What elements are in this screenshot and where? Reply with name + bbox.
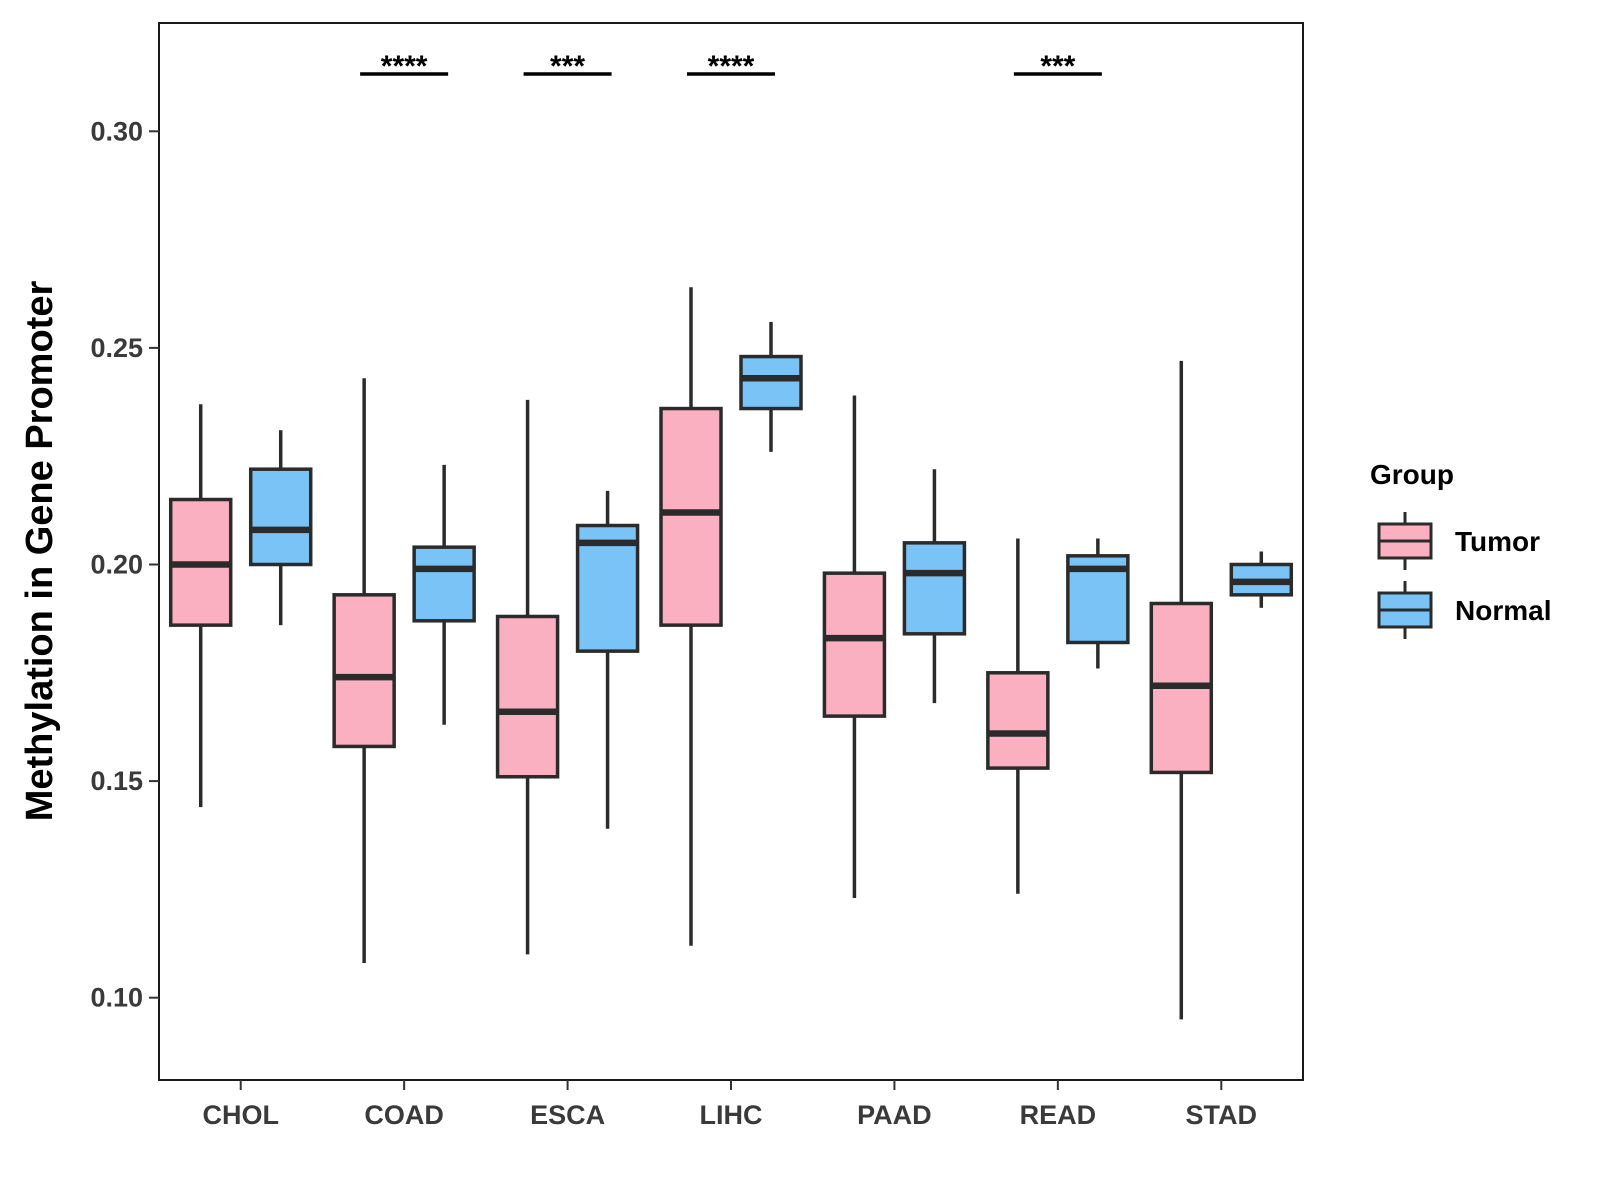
x-tick-label: ESCA	[530, 1100, 605, 1130]
series-normal	[248, 321, 1294, 829]
significance-annotations: **** *** **** ***	[360, 50, 1102, 83]
significance-label: ***	[550, 50, 585, 83]
significance-coad: ****	[360, 50, 449, 83]
box-paad-tumor	[822, 395, 887, 899]
box-chol-tumor	[168, 404, 233, 808]
box-stad-normal	[1229, 551, 1294, 608]
y-axis: 0.10 0.15 0.20 0.25 0.30	[90, 116, 159, 1013]
box-iqr	[822, 571, 887, 718]
box-lihc-normal	[739, 321, 803, 452]
significance-read: ***	[1013, 50, 1102, 83]
significance-label: ****	[381, 50, 428, 83]
box-iqr	[986, 671, 1050, 770]
legend-entry-tumor: Tumor	[1377, 512, 1540, 570]
legend: Group Tumor Normal	[1370, 459, 1551, 639]
box-series	[168, 287, 1294, 1020]
y-tick-label: 0.25	[90, 333, 143, 363]
y-tick-label: 0.30	[90, 116, 143, 146]
x-axis: CHOL COAD ESCA LIHC PAAD READ STAD	[202, 1080, 1257, 1130]
legend-title: Group	[1370, 459, 1454, 490]
box-coad-normal	[412, 464, 476, 725]
box-chol-normal	[248, 430, 313, 626]
legend-label: Tumor	[1455, 526, 1540, 557]
box-iqr	[495, 614, 560, 779]
significance-lihc: ****	[687, 50, 775, 83]
significance-label: ***	[1040, 50, 1075, 83]
box-read-tumor	[986, 538, 1050, 894]
y-tick-label: 0.20	[90, 549, 143, 579]
x-tick-label: READ	[1020, 1100, 1097, 1130]
legend-label: Normal	[1455, 595, 1551, 626]
y-axis-title: Methylation in Gene Promoter	[19, 281, 61, 822]
significance-label: ****	[708, 50, 755, 83]
box-lihc-tumor	[659, 287, 723, 946]
x-tick-label: PAAD	[857, 1100, 932, 1130]
significance-esca: ***	[523, 50, 612, 83]
x-tick-label: CHOL	[202, 1100, 279, 1130]
box-iqr	[412, 545, 476, 623]
legend-entries: Tumor Normal	[1377, 512, 1551, 639]
x-tick-label: COAD	[364, 1100, 444, 1130]
y-tick-label: 0.10	[90, 983, 143, 1013]
box-iqr	[575, 523, 640, 653]
box-read-normal	[1066, 538, 1130, 669]
x-tick-label: LIHC	[700, 1100, 763, 1130]
box-iqr	[248, 467, 313, 567]
box-iqr	[739, 354, 803, 411]
legend-entry-normal: Normal	[1377, 581, 1551, 639]
y-tick-label: 0.15	[90, 766, 143, 796]
box-esca-normal	[575, 490, 640, 829]
box-stad-tumor	[1149, 360, 1214, 1020]
box-coad-tumor	[332, 378, 396, 964]
box-iqr	[902, 541, 967, 636]
x-tick-label: STAD	[1186, 1100, 1258, 1130]
box-iqr	[332, 593, 396, 749]
box-esca-tumor	[495, 399, 560, 955]
series-tumor	[168, 287, 1214, 1020]
box-paad-normal	[902, 469, 967, 704]
box-iqr	[659, 406, 723, 627]
